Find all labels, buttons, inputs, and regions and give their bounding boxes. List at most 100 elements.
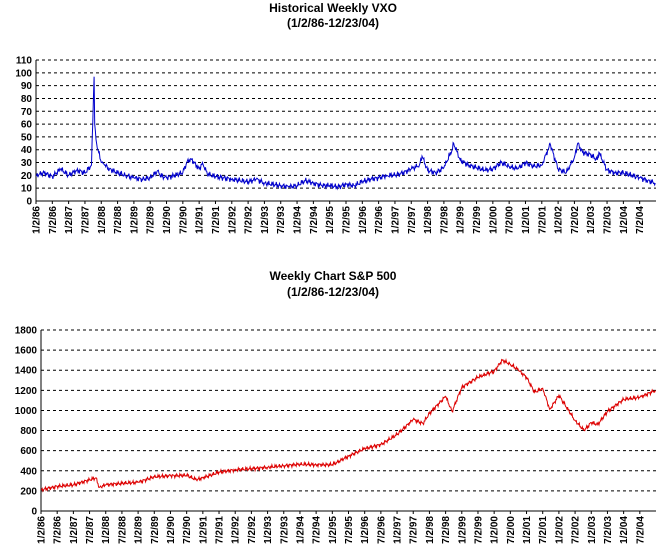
sp500-x-tick-label: 7/2/95 [344,516,355,544]
vxo-y-tick-label: 20 [21,171,33,182]
vxo-x-tick-label: 1/2/00 [488,206,499,234]
sp500-y-tick-label: 400 [20,466,37,477]
vxo-chart-title: Historical Weekly VXO [269,1,397,15]
vxo-y-tick-label: 110 [16,56,33,67]
vxo-x-tick-label: 7/2/00 [505,206,516,234]
vxo-x-tick-label: 7/2/01 [537,206,548,234]
sp500-x-tick-label: 7/2/92 [247,516,258,544]
vxo-y-tick-label: 100 [15,68,32,79]
vxo-x-tick-label: 1/2/04 [619,206,630,234]
vxo-y-tick-label: 40 [21,145,33,156]
vxo-x-tick-label: 7/2/02 [570,206,581,234]
sp500-x-tick-label: 1/2/91 [198,516,209,544]
vxo-x-tick-label: 7/2/91 [211,206,222,234]
vxo-x-tick-label: 1/2/93 [260,206,271,234]
sp500-x-tick-label: 7/2/04 [635,516,646,544]
vxo-x-tick-label: 7/2/04 [635,206,646,234]
sp500-x-tick-label: 7/2/93 [279,516,290,544]
sp500-x-tick-label: 7/2/86 [53,516,64,544]
vxo-x-tick-label: 7/2/87 [80,206,91,234]
sp500-x-tick-label: 1/2/87 [69,516,80,544]
sp500-x-tick-label: 1/2/90 [166,516,177,544]
vxo-x-tick-label: 7/2/96 [374,206,385,234]
sp500-x-tick-label: 1/2/92 [231,516,242,544]
sp500-x-tick-label: 1/2/00 [490,516,501,544]
vxo-x-tick-label: 7/2/99 [472,206,483,234]
sp500-x-tick-label: 1/2/96 [360,516,371,544]
sp500-x-tick-label: 1/2/93 [263,516,274,544]
sp500-y-tick-label: 0 [31,507,37,518]
sp500-y-tick-label: 1600 [15,346,38,357]
vxo-y-tick-label: 30 [21,158,33,169]
sp500-x-tick-label: 7/2/03 [603,516,614,544]
vxo-y-tick-label: 50 [21,132,33,143]
vxo-x-tick-label: 1/2/90 [162,206,173,234]
vxo-x-tick-label: 1/2/86 [32,206,43,234]
sp500-x-tick-label: 1/2/01 [522,516,533,544]
vxo-x-tick-label: 1/2/94 [293,206,304,234]
sp500-x-tick-label: 1/2/99 [457,516,468,544]
sp500-y-tick-label: 1200 [15,386,38,397]
vxo-series-line [35,76,656,191]
sp500-x-tick-label: 1/2/88 [101,516,112,544]
sp500-x-tick-label: 1/2/98 [425,516,436,544]
sp500-y-tick-label: 200 [20,486,37,497]
sp500-x-tick-label: 1/2/02 [554,516,565,544]
vxo-x-tick-label: 1/2/88 [97,206,108,234]
vxo-x-tick-label: 1/2/03 [586,206,597,234]
vxo-x-tick-label: 7/2/95 [342,206,353,234]
vxo-x-tick-label: 1/2/01 [521,206,532,234]
sp500-x-tick-label: 7/2/87 [85,516,96,544]
vxo-x-tick-label: 1/2/96 [358,206,369,234]
vxo-x-tick-label: 1/2/97 [390,206,401,234]
vxo-x-tick-label: 7/2/97 [407,206,418,234]
sp500-chart-subtitle: (1/2/86-12/23/04) [286,285,380,299]
vxo-x-tick-label: 1/2/87 [64,206,75,234]
vxo-x-tick-label: 1/2/91 [195,206,206,234]
vxo-x-tick-label: 7/2/90 [178,206,189,234]
sp500-x-tick-label: 7/2/01 [538,516,549,544]
vxo-y-tick-label: 0 [26,197,32,208]
sp500-y-tick-label: 600 [20,446,37,457]
sp500-x-tick-label: 1/2/03 [587,516,598,544]
sp500-x-tick-label: 1/2/86 [37,516,48,544]
vxo-x-tick-label: 1/2/92 [227,206,238,234]
vxo-x-tick-label: 1/2/89 [129,206,140,234]
sp500-x-tick-label: 7/2/90 [182,516,193,544]
sp500-chart-title: Weekly Chart S&P 500 [269,269,397,283]
sp500-x-tick-label: 7/2/02 [571,516,582,544]
vxo-x-tick-label: 1/2/99 [456,206,467,234]
sp500-y-tick-label: 1400 [15,366,38,377]
vxo-x-tick-label: 1/2/02 [554,206,565,234]
vxo-x-tick-label: 7/2/92 [244,206,255,234]
vxo-x-tick-label: 7/2/03 [603,206,614,234]
sp500-x-tick-label: 7/2/97 [409,516,420,544]
sp500-y-tick-label: 1000 [15,406,38,417]
sp500-x-tick-label: 1/2/95 [328,516,339,544]
sp500-x-tick-label: 7/2/96 [376,516,387,544]
sp500-y-tick-label: 800 [20,426,37,437]
vxo-y-tick-label: 60 [21,120,33,131]
sp500-x-tick-label: 1/2/04 [619,516,630,544]
vxo-x-tick-label: 7/2/94 [309,206,320,234]
sp500-x-tick-label: 7/2/00 [506,516,517,544]
sp500-x-tick-label: 1/2/97 [393,516,404,544]
sp500-x-tick-label: 7/2/99 [473,516,484,544]
sp500-x-tick-label: 7/2/89 [150,516,161,544]
vxo-x-tick-label: 7/2/98 [439,206,450,234]
vxo-chart-subtitle: (1/2/86-12/23/04) [286,16,380,30]
sp500-x-tick-label: 7/2/88 [117,516,128,544]
vxo-y-tick-label: 10 [21,184,33,195]
vxo-x-tick-label: 7/2/89 [146,206,157,234]
sp500-y-tick-label: 1800 [15,326,38,337]
vxo-x-tick-label: 7/2/93 [276,206,287,234]
vxo-y-tick-label: 80 [21,94,33,105]
vxo-y-tick-label: 70 [21,107,33,118]
vxo-x-tick-label: 1/2/95 [325,206,336,234]
vxo-x-tick-label: 7/2/88 [113,206,124,234]
vxo-y-tick-label: 90 [21,81,33,92]
sp500-x-tick-label: 1/2/94 [295,516,306,544]
sp500-x-tick-label: 7/2/98 [441,516,452,544]
